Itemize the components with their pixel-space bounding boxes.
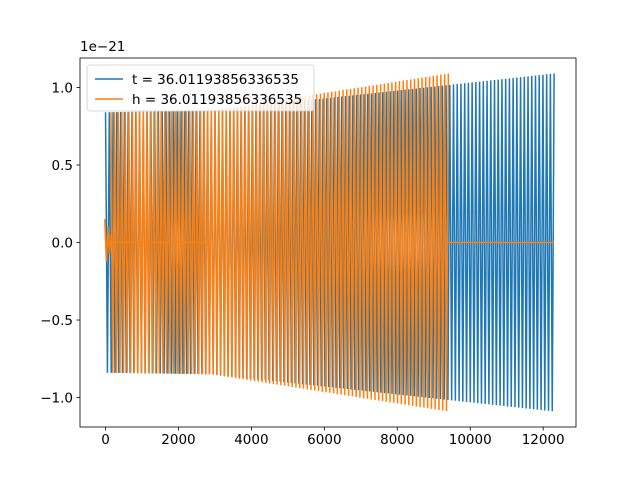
legend-label: h = 36.01193856336535: [132, 92, 302, 108]
legend-label: t = 36.01193856336535: [132, 72, 299, 88]
plot-area: [104, 73, 555, 412]
x-tick-label: 6000: [307, 432, 341, 448]
y-tick-label: −0.5: [40, 313, 73, 329]
y-tick-label: 0.0: [52, 236, 73, 252]
series-1-line: [210, 73, 450, 412]
y-tick-label: 1.0: [52, 80, 73, 96]
y-tick-label: 0.5: [52, 158, 73, 174]
x-axis: 0 2000 4000 6000 8000 10000 12000: [101, 427, 565, 448]
x-tick-label: 4000: [234, 432, 268, 448]
series-1-line: [110, 110, 213, 375]
y-axis: 1.0 0.5 0.0 −0.5 −1.0: [40, 80, 80, 407]
x-tick-label: 10000: [449, 432, 492, 448]
series-1: [104, 73, 555, 412]
y-axis-scale-label: 1e−21: [80, 39, 125, 55]
x-tick-label: 12000: [522, 432, 565, 448]
x-tick-label: 8000: [380, 432, 414, 448]
x-tick-label: 2000: [161, 432, 195, 448]
legend-box: [86, 64, 315, 112]
x-tick-label: 0: [101, 432, 110, 448]
series-1-line: [104, 219, 112, 262]
y-tick-label: −1.0: [40, 391, 73, 407]
legend: t = 36.01193856336535 h = 36.011938563365…: [86, 64, 315, 112]
